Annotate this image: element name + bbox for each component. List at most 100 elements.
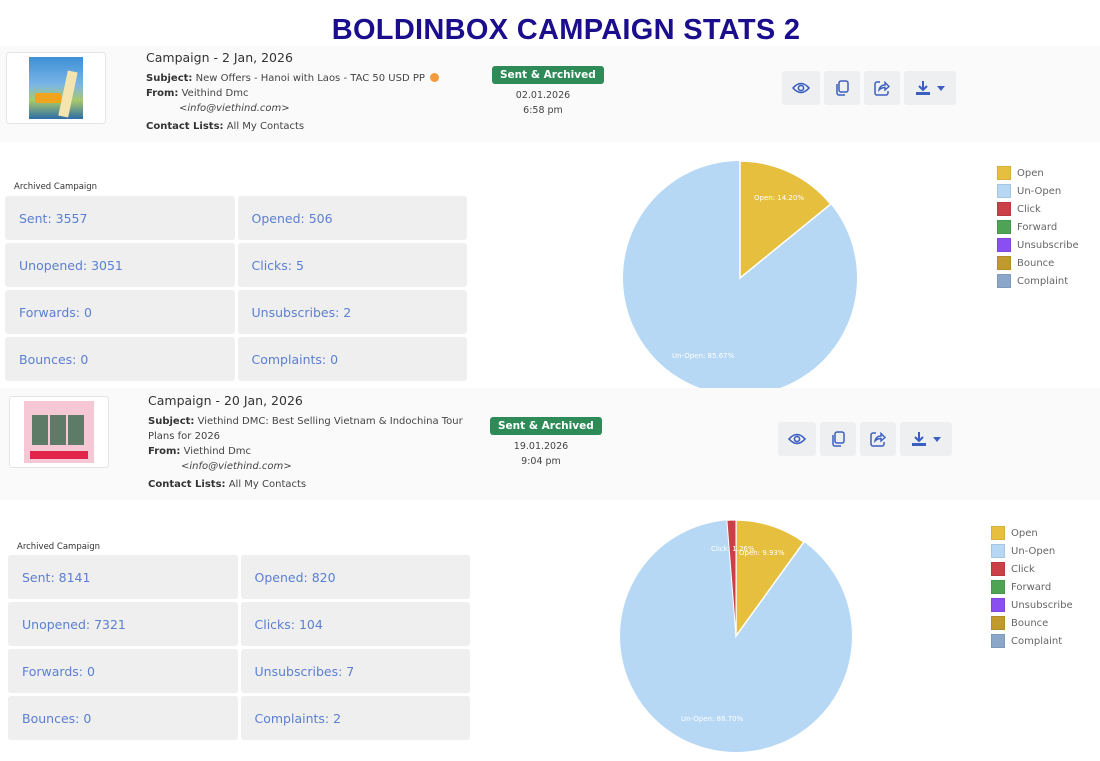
from-name: Viethind Dmc xyxy=(183,446,252,457)
pie-slice-open[interactable] xyxy=(739,160,832,280)
stat-opened[interactable]: Opened: 506 xyxy=(237,196,467,240)
stat-forwards[interactable]: Forwards: 0 xyxy=(8,649,238,693)
stat-unsubscribes[interactable]: Unsubscribes: 2 xyxy=(237,290,467,334)
stat-forwards[interactable]: Forwards: 0 xyxy=(5,290,235,334)
share-button[interactable] xyxy=(860,422,896,456)
legend-item-unopen[interactable]: Un-Open xyxy=(991,542,1073,560)
campaign-contact-lists: Contact Lists: All My Contacts xyxy=(146,119,476,134)
swatch-click xyxy=(997,202,1011,216)
legend-item-bounce[interactable]: Bounce xyxy=(991,614,1073,632)
legend-item-click[interactable]: Click xyxy=(991,560,1073,578)
campaign-name: Campaign - 2 Jan, 2026 xyxy=(146,50,293,65)
download-dropdown-button[interactable] xyxy=(900,422,952,456)
copy-icon xyxy=(836,80,849,96)
copy-button[interactable] xyxy=(824,71,860,105)
campaign-contact-lists: Contact Lists: All My Contacts xyxy=(148,477,468,492)
legend-label: Complaint xyxy=(1017,275,1069,287)
pie-slice-click[interactable] xyxy=(726,519,737,637)
view-button[interactable] xyxy=(778,422,816,456)
subject-label: Subject: xyxy=(148,416,195,427)
campaign-from: From: Viethind Dmc <info@viethind.com> xyxy=(148,444,468,474)
stat-clicks[interactable]: Clicks: 5 xyxy=(237,243,467,287)
swatch-unsubscribe xyxy=(997,238,1011,252)
stat-bounces[interactable]: Bounces: 0 xyxy=(8,696,238,740)
legend-item-open[interactable]: Open xyxy=(991,524,1073,542)
stat-sent[interactable]: Sent: 8141 xyxy=(8,555,238,599)
legend-item-open[interactable]: Open xyxy=(997,164,1079,182)
pie-slice-open[interactable] xyxy=(735,519,805,639)
stats-grid-2: Sent: 8141 Opened: 820 Unopened: 7321 Cl… xyxy=(8,555,470,740)
pie-chart-1: Open: 14.20% Un-Open: 85.67% xyxy=(622,160,858,396)
pie-label-click: Click: 1.26% xyxy=(711,545,755,553)
legend-item-forward[interactable]: Forward xyxy=(997,218,1079,236)
sent-date: 02.01.2026 6:58 pm xyxy=(492,88,594,118)
share-icon xyxy=(870,431,886,447)
campaign-thumbnail-2[interactable] xyxy=(9,396,109,468)
legend-label: Open xyxy=(1017,167,1044,179)
stat-bounces[interactable]: Bounces: 0 xyxy=(5,337,235,381)
legend-label: Complaint xyxy=(1011,635,1063,647)
from-email: <info@viethind.com> xyxy=(179,103,290,114)
copy-icon xyxy=(832,431,845,447)
swatch-open xyxy=(997,166,1011,180)
legend-label: Unsubscribe xyxy=(1011,599,1073,611)
swatch-forward xyxy=(991,580,1005,594)
swatch-click xyxy=(991,562,1005,576)
swatch-complaint xyxy=(991,634,1005,648)
status-badge: Sent & Archived xyxy=(490,417,602,435)
copy-button[interactable] xyxy=(820,422,856,456)
campaign-thumbnail-image xyxy=(24,401,94,463)
legend-item-complaint[interactable]: Complaint xyxy=(991,632,1073,650)
chevron-down-icon xyxy=(933,436,941,442)
legend-item-unopen[interactable]: Un-Open xyxy=(997,182,1079,200)
legend-label: Forward xyxy=(1011,581,1052,593)
contact-lists-value: All My Contacts xyxy=(226,121,305,132)
stat-unsubscribes[interactable]: Unsubscribes: 7 xyxy=(240,649,470,693)
legend-item-unsubscribe[interactable]: Unsubscribe xyxy=(997,236,1079,254)
legend-item-complaint[interactable]: Complaint xyxy=(997,272,1079,290)
pie-label-unopen: Un-Open: 85.67% xyxy=(672,352,735,360)
campaign-actions-1 xyxy=(782,71,956,105)
subject-label: Subject: xyxy=(146,73,193,84)
legend-label: Click xyxy=(1017,203,1041,215)
pie-label-open: Open: 14.20% xyxy=(754,194,804,202)
download-icon xyxy=(912,432,926,446)
swatch-complaint xyxy=(997,274,1011,288)
stat-complaints[interactable]: Complaints: 0 xyxy=(237,337,467,381)
legend-item-forward[interactable]: Forward xyxy=(991,578,1073,596)
subject-text: New Offers - Hanoi with Laos - TAC 50 US… xyxy=(195,73,425,84)
swatch-open xyxy=(991,526,1005,540)
legend-label: Un-Open xyxy=(1017,185,1062,197)
stat-unopened[interactable]: Unopened: 3051 xyxy=(5,243,235,287)
pie-label-unopen: Un-Open: 88.70% xyxy=(681,715,744,723)
stat-opened[interactable]: Opened: 820 xyxy=(240,555,470,599)
chevron-down-icon xyxy=(937,85,945,91)
download-dropdown-button[interactable] xyxy=(904,71,956,105)
eye-icon xyxy=(788,433,806,445)
stat-sent[interactable]: Sent: 3557 xyxy=(5,196,235,240)
pie-chart-svg xyxy=(623,160,857,395)
swatch-unsubscribe xyxy=(991,598,1005,612)
share-button[interactable] xyxy=(864,71,900,105)
campaign-thumbnail-1[interactable] xyxy=(6,52,106,124)
campaign-from: From: Veithind Dmc <info@viethind.com> xyxy=(146,86,476,116)
stats-grid-1: Sent: 3557 Opened: 506 Unopened: 3051 Cl… xyxy=(5,196,467,381)
pie-chart-svg xyxy=(620,519,852,752)
stat-clicks[interactable]: Clicks: 104 xyxy=(240,602,470,646)
legend-item-unsubscribe[interactable]: Unsubscribe xyxy=(991,596,1073,614)
campaign-subject: Subject: Viethind DMC: Best Selling Viet… xyxy=(148,414,468,444)
campaign-info-1: Campaign - 2 Jan, 2026 Subject: New Offe… xyxy=(146,50,476,134)
stat-unopened[interactable]: Unopened: 7321 xyxy=(8,602,238,646)
legend-label: Bounce xyxy=(1011,617,1049,629)
view-button[interactable] xyxy=(782,71,820,105)
pie-label-open: Open: 9.93% xyxy=(739,549,785,557)
page-title: BOLDINBOX CAMPAIGN STATS 2 xyxy=(331,14,801,46)
from-label: From: xyxy=(146,88,179,99)
legend-item-bounce[interactable]: Bounce xyxy=(997,254,1079,272)
pie-chart-2: Click: 1.26% Open: 9.93% Un-Open: 88.70% xyxy=(619,519,853,753)
download-icon xyxy=(916,81,930,95)
archived-campaign-label: Archived Campaign xyxy=(17,542,101,552)
sent-date-value: 19.01.2026 xyxy=(513,441,569,452)
legend-item-click[interactable]: Click xyxy=(997,200,1079,218)
stat-complaints[interactable]: Complaints: 2 xyxy=(240,696,470,740)
